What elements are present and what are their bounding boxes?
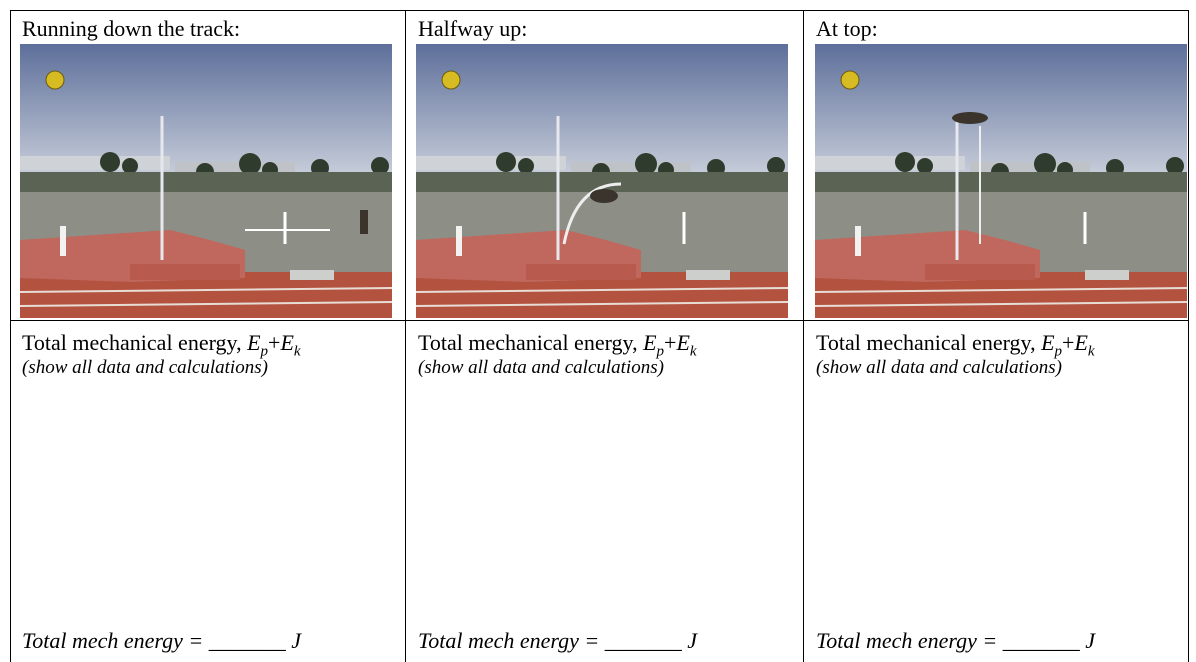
label: Total mechanical energy, xyxy=(22,330,248,355)
instruction: (show all data and calculations) xyxy=(418,357,664,378)
operator: + xyxy=(268,330,281,355)
operator: + xyxy=(664,330,677,355)
photo xyxy=(20,44,392,318)
instruction: (show all data and calculations) xyxy=(22,357,268,378)
label: Total mechanical energy, xyxy=(816,330,1042,355)
symbol: E xyxy=(676,330,690,355)
answer-line: Total mech energy = _______ J xyxy=(816,628,1096,653)
table-border xyxy=(10,10,1188,11)
heading: Halfway up: xyxy=(418,16,528,41)
photo xyxy=(416,44,788,318)
heading: At top: xyxy=(816,16,878,41)
subscript: k xyxy=(293,343,301,360)
heading: Running down the track: xyxy=(22,16,241,41)
answer-line: Total mech energy = _______ J xyxy=(418,628,698,653)
answer-line: Total mech energy = _______ J xyxy=(22,628,302,653)
symbol: E xyxy=(247,330,261,355)
symbol: E xyxy=(280,330,294,355)
subscript: p xyxy=(1054,343,1063,360)
photo xyxy=(815,44,1187,318)
symbol: E xyxy=(643,330,657,355)
table-border xyxy=(10,10,11,662)
energy-label: Total mechanical energy, Ep+Ek xyxy=(22,330,301,360)
subscript: k xyxy=(1087,343,1095,360)
energy-label: Total mechanical energy, Ep+Ek xyxy=(816,330,1095,360)
label: Total mechanical energy, xyxy=(418,330,644,355)
subscript: p xyxy=(260,343,269,360)
table-border xyxy=(405,10,406,662)
symbol: E xyxy=(1074,330,1088,355)
energy-label: Total mechanical energy, Ep+Ek xyxy=(418,330,697,360)
table-border xyxy=(1188,10,1189,662)
subscript: k xyxy=(689,343,697,360)
subscript: p xyxy=(656,343,665,360)
table-border xyxy=(10,320,1188,321)
symbol: E xyxy=(1041,330,1055,355)
table-border xyxy=(803,10,804,662)
operator: + xyxy=(1062,330,1075,355)
instruction: (show all data and calculations) xyxy=(816,357,1062,378)
